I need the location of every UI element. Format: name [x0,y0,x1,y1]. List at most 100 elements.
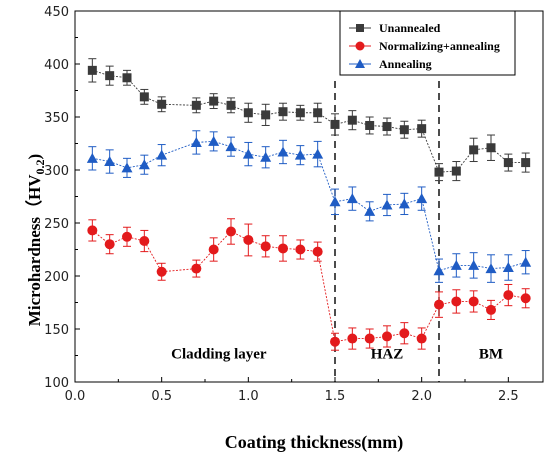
data-point [416,333,427,344]
data-point [242,148,254,159]
data-point [330,119,340,129]
data-point [450,259,462,270]
data-point [277,146,289,157]
legend: Unannealed Normalizing+annealing Anneali… [339,10,516,76]
data-point [486,143,496,153]
y-tick-label: 450 [44,5,69,20]
y-axis-title-sub: 0.2 [33,159,47,174]
series-line-normalizing-annealing [92,230,526,343]
data-point [225,141,237,152]
data-point [329,196,341,207]
y-axis-title-close: ) [25,154,44,160]
y-tick-label: 300 [44,164,69,179]
data-point [261,110,271,120]
data-point [226,100,236,110]
data-point [346,193,358,204]
data-point [226,226,236,237]
data-point [294,149,306,160]
region-label: Cladding layer [171,347,267,363]
data-point [260,151,272,162]
y-axis-title: Microhardness（HV0.2) [24,154,47,326]
data-point [86,152,98,163]
data-point [190,136,202,147]
legend-label-annealing: Annealing [379,57,432,71]
y-tick-label: 250 [44,217,69,232]
data-point [434,167,444,177]
data-point [87,225,98,236]
legend-item-annealing: Annealing [349,57,432,71]
data-point [503,290,514,301]
region-label: BM [479,347,503,363]
region-labels: Cladding layer HAZ BM [171,347,503,363]
data-point [295,244,306,255]
data-point [243,234,254,245]
y-tick-label: 400 [44,58,69,73]
data-point [121,162,133,173]
data-point [104,156,116,167]
series-unannealed [87,58,531,182]
data-point [122,231,132,242]
data-point [382,122,392,132]
data-point [104,239,115,250]
legend-label-normalizing-annealing: Normalizing+annealing [379,39,500,53]
data-point [312,148,324,159]
data-point [399,328,410,339]
data-point [295,108,305,118]
series-line-unannealed [92,69,526,173]
x-axis-title: Coating thickness(mm) [225,432,404,453]
data-point [330,336,340,347]
data-point [451,166,461,176]
axes: 0.0 0.5 1.0 1.5 2.0 2.5 100 150 200 250 300 350 400 4… [44,5,544,404]
data-point [468,296,479,307]
data-point [105,71,115,81]
data-point [382,331,392,342]
data-point [520,256,532,267]
data-point [364,333,375,344]
region-label: HAZ [371,347,404,363]
data-point [156,149,168,160]
data-point [485,263,497,274]
data-point [87,65,97,75]
data-point [416,193,428,204]
data-point [139,236,150,247]
series-line-annealing [92,140,526,272]
series-layer [86,58,532,351]
data-point [417,124,427,134]
data-point [278,107,288,117]
data-point [381,199,393,210]
data-point [209,96,219,106]
data-point [347,333,358,344]
data-point [365,120,375,130]
data-point [521,158,531,168]
y-tick-label: 150 [44,323,69,338]
data-point [278,243,288,254]
data-point [502,262,514,273]
data-point [191,100,201,110]
data-point [468,259,480,270]
legend-marker-square [356,24,364,32]
data-point [208,244,219,255]
data-point [191,263,202,274]
legend-marker-circle [355,41,365,51]
data-point [520,293,531,304]
y-axis-title-main: Microhardness（HV [24,174,44,326]
data-point [313,108,323,118]
data-point [451,296,462,307]
x-tick-label: 1.5 [325,389,346,404]
data-point [122,73,132,83]
data-point [312,246,323,257]
data-point [347,115,357,125]
y-axis-title-group: Microhardness（HV0.2) [24,154,47,326]
x-tick-label: 2.5 [498,389,519,404]
data-point [469,145,479,155]
data-point [139,92,149,102]
data-point [208,135,220,146]
x-tick-label: 0.0 [65,389,86,404]
y-tick-label: 200 [44,270,69,285]
data-point [243,108,253,118]
series-annealing [86,130,532,283]
data-point [433,265,445,276]
x-tick-label: 0.5 [151,389,172,404]
data-point [503,158,513,168]
